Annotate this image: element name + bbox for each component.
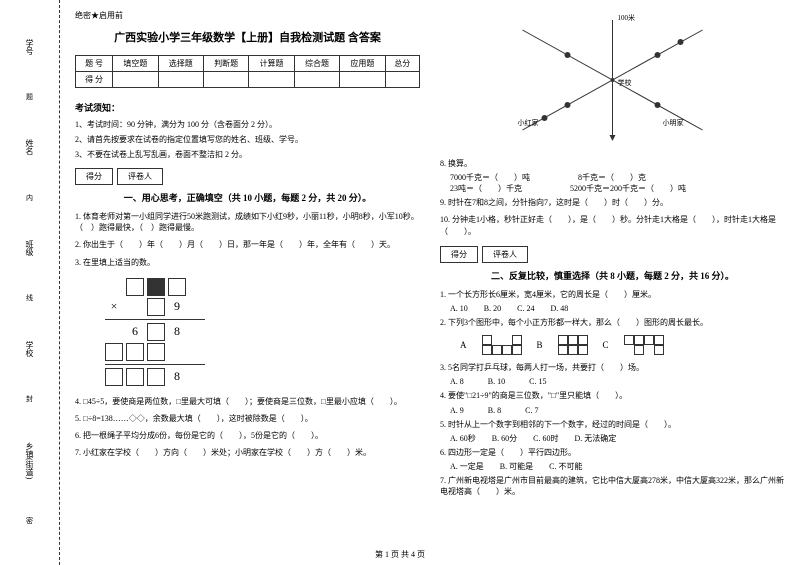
s2-question-2: 2. 下列3个图形中，每个小正方形都一样大，那么（ ）图形的周长最长。: [440, 317, 785, 328]
direction-diagram: 100米 小红家 小明家 学校: [440, 10, 785, 150]
right-column: 100米 小红家 小明家 学校 8. 换算。 7000千克＝（ ）吨 8千克＝（…: [440, 10, 785, 555]
shape-b: [558, 335, 588, 355]
question-7: 7. 小红家在学校（ ）方向（ ）米处；小明家在学校（ ）方（ ）米。: [75, 447, 420, 458]
question-5: 5. □÷8=138……◇◇，余数最大填（ ），这时被除数是（ ）。: [75, 413, 420, 424]
shape-label-c: C: [603, 340, 609, 350]
calculation-boxes: × 9 6 8 8: [105, 276, 420, 388]
table-row: 题 号 填空题 选择题 判断题 计算题 综合题 应用题 总分: [76, 56, 420, 72]
s2-question-5: 5. 时针从上一个数字到相邻的下一个数字，经过的时间是（ ）。: [440, 419, 785, 430]
box-value: 9: [168, 299, 186, 314]
exam-title: 广西实验小学三年级数学【上册】自我检测试题 含答案: [75, 29, 420, 45]
s2-question-7: 7. 广州新电视塔是广州市目前最高的建筑，它比中信大厦高278米，中信大厦高32…: [440, 475, 785, 497]
section-title: 一、用心思考，正确填空（共 10 小题，每题 2 分，共 20 分）。: [75, 191, 420, 204]
s2-question-1: 1. 一个长方形长6厘米，宽4厘米，它的周长是（ ）厘米。: [440, 289, 785, 300]
s2-question-3: 3. 5名同学打乒乓球，每两人打一场，共要打（ ）场。: [440, 362, 785, 373]
shape-a: [482, 335, 522, 355]
divider-line: [105, 364, 205, 365]
header-cell: 计算题: [249, 56, 294, 72]
section-score-box: 得分 评卷人: [75, 168, 420, 185]
diagram-top-label: 100米: [618, 13, 636, 22]
question-4: 4. □45÷5，要使商是两位数，□里最大可填（ ）；要使商是三位数，□里最小应…: [75, 396, 420, 407]
question-3: 3. 在里填上适当的数。: [75, 257, 420, 268]
question-8: 8. 换算。: [440, 158, 785, 169]
diagram-left-label: 小红家: [518, 118, 539, 127]
score-cell: [249, 72, 294, 88]
q8-line: 7000千克＝（ ）吨 8千克＝（ ）克: [450, 172, 785, 183]
binding-mark: 题: [26, 92, 33, 102]
header-cell: 判断题: [203, 56, 248, 72]
binding-mark: 密: [26, 516, 33, 526]
notice-item: 3、不要在试卷上乱写乱画，卷面不整洁扣 2 分。: [75, 149, 420, 160]
s2q4-options: A. 9 B. 8 C. 7: [450, 405, 785, 416]
binding-label: 班级: [24, 240, 35, 256]
notice-item: 2、请首先按要求在试卷的指定位置填写您的姓名、班级、学号。: [75, 134, 420, 145]
question-1: 1. 体育老师对第一小组同学进行50米跑测试，成绩如下小红9秒，小丽11秒，小明…: [75, 211, 420, 233]
s2q5-options: A. 60秒 B. 60分 C. 60时 D. 无法确定: [450, 433, 785, 444]
binding-label: 乡镇(街道): [24, 442, 35, 479]
binding-label: 姓名: [24, 139, 35, 155]
s2-question-6: 6. 四边形一定是（ ）平行四边形。: [440, 447, 785, 458]
score-cell: [203, 72, 248, 88]
question-6: 6. 把一根绳子平均分成6份，每份是它的（ ），5份是它的（ ）。: [75, 430, 420, 441]
table-row: 得 分: [76, 72, 420, 88]
q8-line: 23吨＝（ ）千克 5200千克＝200千克＝（ ）吨: [450, 183, 785, 194]
binding-mark: 线: [26, 293, 33, 303]
section-score-box: 得分 评卷人: [440, 246, 785, 263]
section-title: 二、反复比较，慎重选择（共 8 小题，每题 2 分，共 16 分）。: [440, 269, 785, 282]
score-cell: [294, 72, 339, 88]
score-label: 得 分: [76, 72, 113, 88]
content-area: 绝密★启用前 广西实验小学三年级数学【上册】自我检测试题 含答案 题 号 填空题…: [60, 0, 800, 565]
box-value: 6: [126, 324, 144, 339]
question-2: 2. 你出生于（ ）年（ ）月（ ）日，那一年是（ ）年，全年有（ ）天。: [75, 239, 420, 250]
score-table: 题 号 填空题 选择题 判断题 计算题 综合题 应用题 总分 得 分: [75, 55, 420, 88]
question-9: 9. 时针在7和8之间，分针指向7，这时是（ ）时（ ）分。: [440, 197, 785, 208]
header-cell: 综合题: [294, 56, 339, 72]
header-cell: 应用题: [340, 56, 385, 72]
notice-title: 考试须知：: [75, 101, 420, 114]
s2-question-4: 4. 要使"□21÷9"的商是三位数，"□"里只能填（ ）。: [440, 390, 785, 401]
question-10: 10. 分钟走1小格，秒针正好走（ ），是（ ）秒。分针走1大格是（ ），时针走…: [440, 214, 785, 236]
header-cell: 总分: [385, 56, 419, 72]
shape-c: [624, 335, 664, 355]
header-cell: 题 号: [76, 56, 113, 72]
shape-label-a: A: [460, 340, 467, 350]
left-column: 绝密★启用前 广西实验小学三年级数学【上册】自我检测试题 含答案 题 号 填空题…: [75, 10, 420, 555]
score-cell: [158, 72, 203, 88]
header-cell: 填空题: [113, 56, 158, 72]
box-value: 8: [168, 324, 186, 339]
divider-line: [105, 319, 205, 320]
grader-label: 评卷人: [482, 246, 528, 263]
score-cell: [340, 72, 385, 88]
diagram-center-label: 学校: [618, 78, 632, 87]
binding-mark: 内: [26, 193, 33, 203]
box-value: 8: [168, 369, 186, 384]
binding-label: 学校: [24, 341, 35, 357]
multiply-op: ×: [105, 299, 123, 314]
s2q3-options: A. 8 B. 10 C. 15: [450, 376, 785, 387]
score-label: 得分: [75, 168, 113, 185]
diagram-right-label: 小明家: [663, 118, 684, 127]
binding-area: 学号 题 姓名 内 班级 线 学校 封 乡镇(街道) 密: [0, 0, 60, 565]
notice-item: 1、考试时间：90 分钟，满分为 100 分（含卷面分 2 分）。: [75, 119, 420, 130]
page-footer: 第 1 页 共 4 页: [0, 549, 800, 560]
grader-label: 评卷人: [117, 168, 163, 185]
score-cell: [385, 72, 419, 88]
confidential-label: 绝密★启用前: [75, 10, 420, 21]
shape-label-b: B: [537, 340, 543, 350]
binding-mark: 封: [26, 394, 33, 404]
score-label: 得分: [440, 246, 478, 263]
header-cell: 选择题: [158, 56, 203, 72]
shape-options: A B C: [460, 335, 785, 355]
score-cell: [113, 72, 158, 88]
s2q1-options: A. 10 B. 20 C. 24 D. 48: [450, 303, 785, 314]
binding-label: 学号: [24, 39, 35, 55]
s2q6-options: A. 一定是 B. 可能是 C. 不可能: [450, 461, 785, 472]
